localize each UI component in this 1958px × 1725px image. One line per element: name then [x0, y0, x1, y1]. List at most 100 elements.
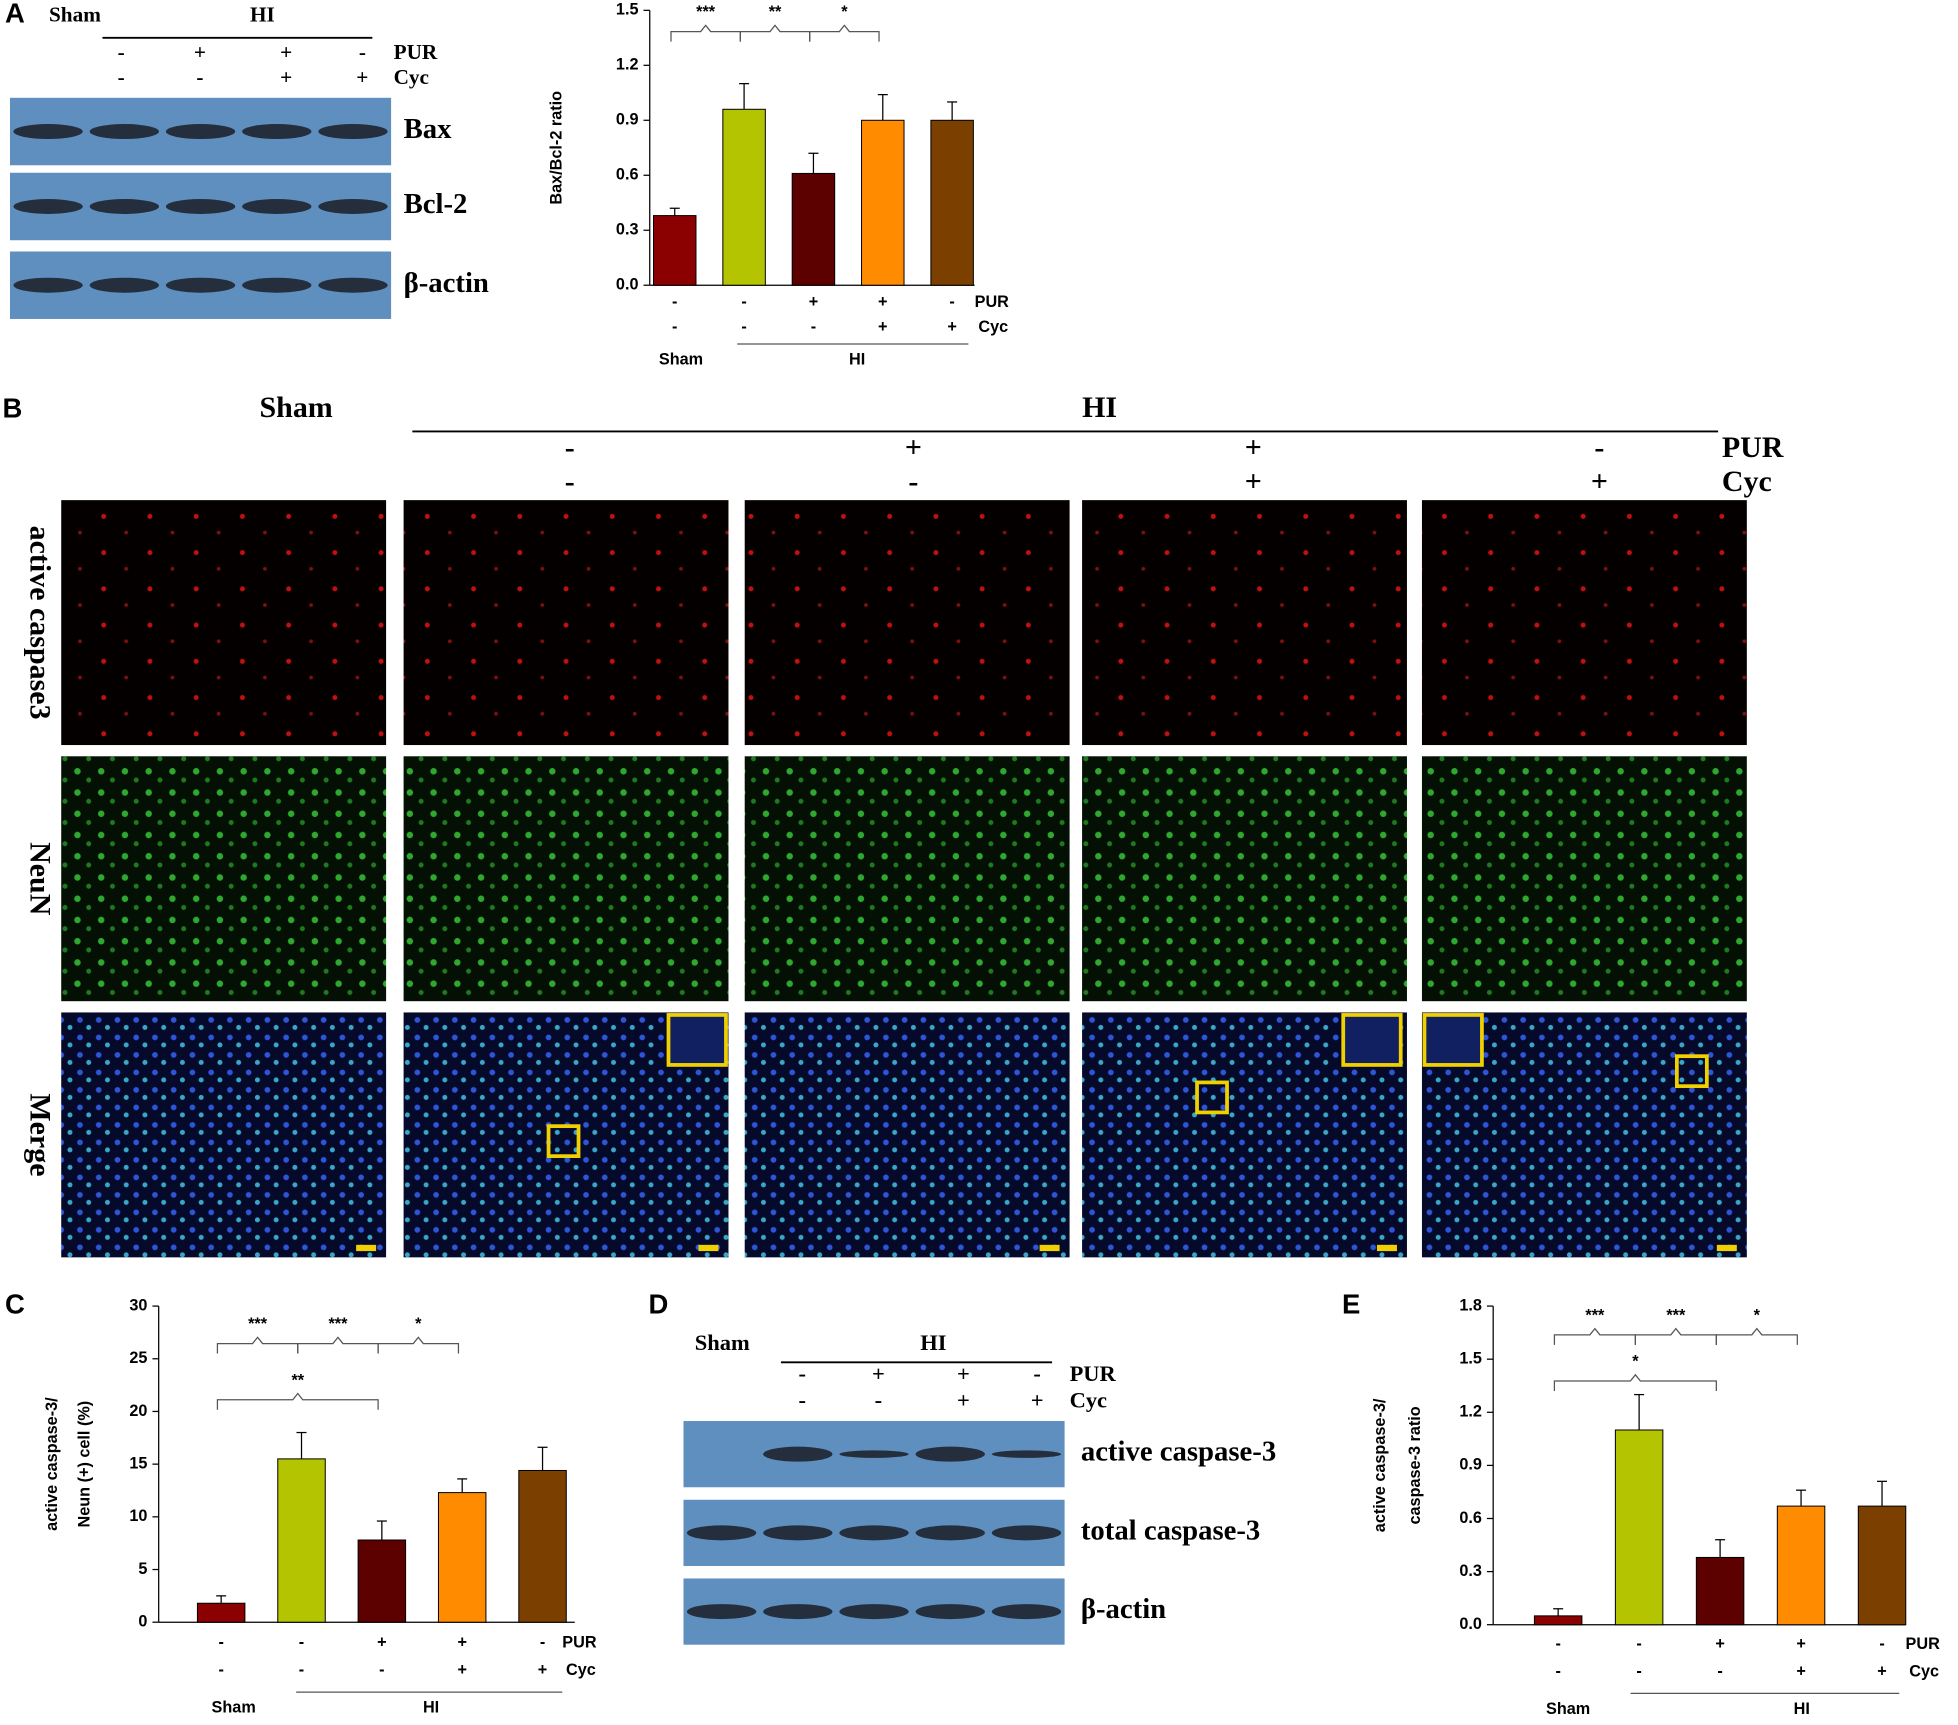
- x-sign: -: [218, 1661, 223, 1679]
- treatment-label: Cyc: [1722, 465, 1772, 498]
- band: [763, 1446, 833, 1462]
- band: [318, 277, 388, 293]
- band-label: β-actin: [404, 267, 489, 299]
- band: [915, 1446, 985, 1462]
- sign: +: [1031, 1387, 1044, 1412]
- band-label: Bax: [404, 113, 453, 145]
- y-tick-label: 1.2: [616, 56, 639, 74]
- scale-bar: [1039, 1244, 1060, 1252]
- sign: +: [1245, 431, 1262, 464]
- y-tick-label: 5: [138, 1560, 147, 1578]
- x-sign: +: [1796, 1662, 1805, 1680]
- band: [13, 124, 83, 140]
- significance-label: *: [1632, 1353, 1639, 1371]
- band: [991, 1525, 1062, 1541]
- group-label: HI: [849, 350, 865, 368]
- significance-bracket: [809, 24, 880, 42]
- sign: -: [118, 65, 125, 89]
- band: [991, 1604, 1062, 1620]
- sign: +: [1245, 465, 1262, 498]
- significance-bracket: [216, 1336, 299, 1354]
- band: [991, 1450, 1062, 1458]
- sign: +: [356, 65, 368, 89]
- bar: [1695, 1556, 1745, 1626]
- sign: +: [194, 40, 206, 64]
- y-tick-label: 0.6: [616, 166, 639, 184]
- y-tick-label: 0: [138, 1613, 147, 1631]
- band: [318, 124, 388, 140]
- group-label: HI: [1794, 1700, 1810, 1718]
- sign: +: [957, 1361, 970, 1386]
- bar: [277, 1458, 326, 1623]
- sign: -: [118, 40, 125, 64]
- y-tick-label: 0.0: [616, 276, 639, 294]
- sign: +: [1591, 465, 1608, 498]
- x-sign: -: [672, 293, 677, 311]
- sign: +: [280, 65, 292, 89]
- x-sign: -: [741, 318, 746, 336]
- y-tick-label: 0.0: [1459, 1615, 1482, 1633]
- y-tick-label: 15: [129, 1454, 147, 1472]
- x-sign: -: [299, 1661, 304, 1679]
- band: [165, 124, 236, 140]
- x-sign: +: [809, 293, 818, 311]
- band: [763, 1604, 833, 1620]
- x-sign: +: [377, 1634, 386, 1652]
- y-tick-label: 0.6: [1459, 1509, 1482, 1527]
- scale-bar: [1376, 1244, 1397, 1252]
- significance-label: **: [291, 1371, 304, 1389]
- highlight-box: [1195, 1080, 1229, 1115]
- x-sign: -: [811, 318, 816, 336]
- y-tick-label: 25: [129, 1349, 147, 1367]
- y-tick-label: 1.8: [1459, 1296, 1482, 1314]
- panel-label: D: [649, 1288, 669, 1319]
- band: [763, 1525, 833, 1541]
- x-sign: -: [1555, 1662, 1560, 1680]
- bar: [930, 119, 974, 286]
- significance-bracket: [216, 1392, 379, 1410]
- band: [839, 1525, 909, 1541]
- significance-bracket: [1553, 1373, 1717, 1392]
- micrograph: [1421, 756, 1747, 1002]
- treatment-label: PUR: [1070, 1361, 1117, 1386]
- treatment-label: PUR: [562, 1634, 597, 1652]
- sign: -: [1033, 1361, 1041, 1386]
- scale-bar: [356, 1244, 377, 1252]
- significance-bracket: [1715, 1327, 1798, 1345]
- x-sign: +: [878, 318, 887, 336]
- scale-bar: [1716, 1244, 1737, 1252]
- band: [165, 277, 236, 293]
- y-axis-label: Bax/Bcl-2 ratio: [548, 91, 566, 205]
- band: [89, 199, 159, 214]
- group-label: Sham: [259, 391, 332, 424]
- x-sign: -: [379, 1661, 384, 1679]
- x-sign: +: [538, 1661, 547, 1679]
- highlight-box: [1674, 1054, 1709, 1089]
- band: [13, 277, 83, 293]
- group-label: HI: [920, 1330, 946, 1355]
- significance-bracket: [1553, 1327, 1636, 1345]
- x-sign: -: [1636, 1662, 1641, 1680]
- band-label: β-actin: [1081, 1593, 1166, 1625]
- row-label: Merge: [24, 1093, 57, 1176]
- micrograph: [403, 500, 729, 746]
- sign: -: [908, 465, 918, 498]
- bar: [357, 1539, 407, 1623]
- band: [89, 277, 159, 293]
- micrograph: [403, 756, 729, 1002]
- significance-bracket: [670, 24, 741, 42]
- treatment-label: Cyc: [1070, 1387, 1107, 1412]
- x-sign: +: [1877, 1662, 1886, 1680]
- y-tick-label: 20: [129, 1402, 147, 1420]
- scale-bar: [698, 1244, 719, 1252]
- y-axis-label: active caspase-3/: [1371, 1398, 1389, 1532]
- band: [915, 1604, 985, 1620]
- x-sign: +: [457, 1634, 466, 1652]
- x-sign: -: [949, 293, 954, 311]
- group-label: Sham: [49, 2, 101, 26]
- band-label: active caspase-3: [1081, 1436, 1276, 1468]
- treatment-label: Cyc: [978, 318, 1008, 336]
- y-tick-label: 0.9: [1459, 1456, 1482, 1474]
- band: [686, 1604, 757, 1620]
